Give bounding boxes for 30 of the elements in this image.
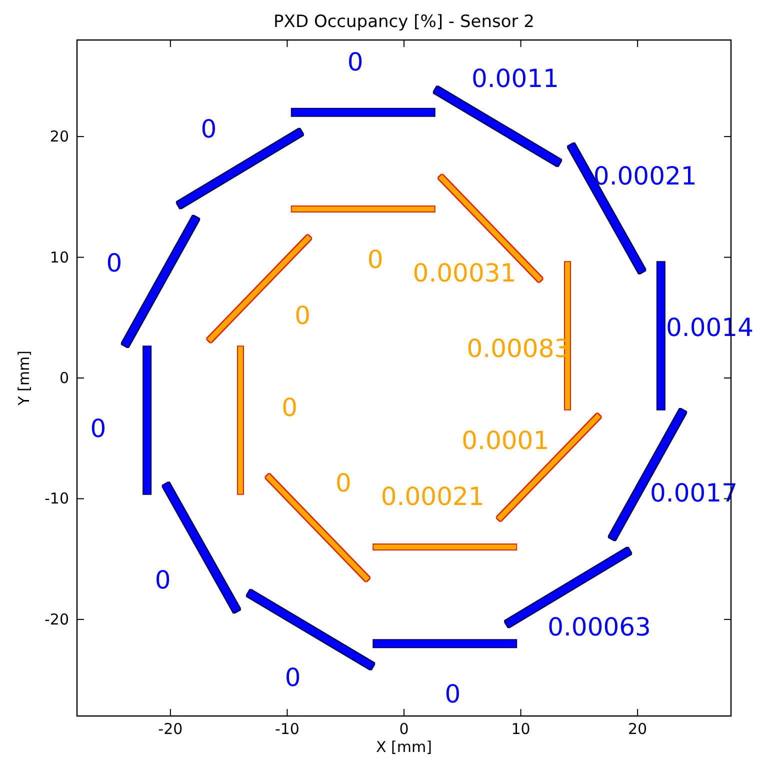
annotation: 0 [106, 248, 122, 278]
annotation: 0.00021 [380, 482, 484, 511]
x-tick-label: 10 [511, 720, 530, 738]
y-tick-label: 20 [50, 128, 69, 146]
annotation: 0.00063 [548, 612, 651, 642]
y-tick-label: -20 [44, 610, 69, 628]
chart-title: PXD Occupancy [%] - Sensor 2 [274, 12, 534, 32]
annotation: 0 [367, 245, 384, 274]
x-tick-label: 0 [399, 720, 409, 738]
annotation: 0.0001 [462, 426, 550, 456]
annotation: 0.0011 [471, 64, 559, 93]
y-tick-label: 10 [50, 248, 69, 266]
y-tick-label: 0 [59, 369, 69, 387]
annotation: 0 [284, 663, 301, 692]
annotation: 0 [282, 393, 298, 422]
y-tick-label: -10 [44, 490, 69, 508]
annotation: 0.00031 [412, 258, 516, 288]
annotation: 0 [294, 300, 311, 330]
annotation: 0 [90, 414, 106, 443]
y-axis-title: Y [mm] [15, 350, 33, 406]
annotation: 0 [336, 468, 352, 498]
x-tick-label: -20 [158, 720, 183, 738]
annotation: 0 [200, 114, 217, 144]
annotation: 0 [444, 680, 461, 709]
annotation: 0.00021 [593, 162, 697, 191]
x-tick-label: -10 [274, 720, 300, 738]
x-axis-title: X [mm] [376, 738, 432, 756]
annotation: 0 [154, 565, 171, 594]
x-tick-label: 20 [628, 720, 648, 738]
annotation: 0 [347, 47, 364, 76]
